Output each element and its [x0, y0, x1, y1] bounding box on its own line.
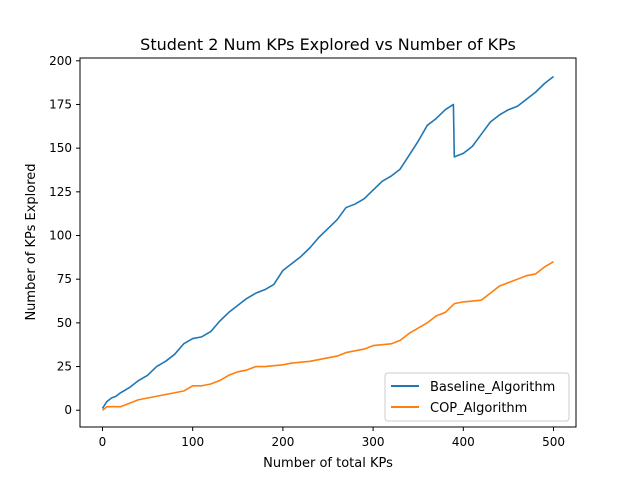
y-tick-label: 0 — [64, 403, 72, 417]
x-tick-label: 300 — [362, 435, 385, 449]
chart-title: Student 2 Num KPs Explored vs Number of … — [140, 35, 516, 54]
plot-frame — [79, 57, 577, 428]
series-line-cop-algorithm — [101, 261, 554, 411]
x-tick-label: 200 — [271, 435, 294, 449]
y-tick-label: 175 — [49, 97, 72, 111]
y-tick-label: 125 — [49, 185, 72, 199]
y-tick-label: 50 — [57, 316, 72, 330]
x-axis-label: Number of total KPs — [263, 456, 393, 471]
y-tick-label: 150 — [49, 141, 72, 155]
y-tick-label: 200 — [49, 54, 72, 68]
series-line-baseline-algorithm — [101, 75, 555, 409]
x-tick-label: 500 — [542, 435, 565, 449]
legend-box — [384, 372, 570, 422]
x-tick-label: 0 — [99, 435, 107, 449]
legend-label-baseline: Baseline_Algorithm — [430, 380, 555, 395]
legend-label-cop: COP_Algorithm — [430, 401, 527, 416]
y-tick-label: 75 — [57, 272, 72, 286]
y-axis-label: Number of KPs Explored — [24, 163, 39, 320]
legend: Baseline_Algorithm COP_Algorithm — [384, 372, 570, 422]
y-tick-label: 25 — [57, 360, 72, 374]
x-tick-label: 100 — [181, 435, 204, 449]
x-tick-label: 400 — [452, 435, 475, 449]
y-tick-label: 100 — [49, 229, 72, 243]
